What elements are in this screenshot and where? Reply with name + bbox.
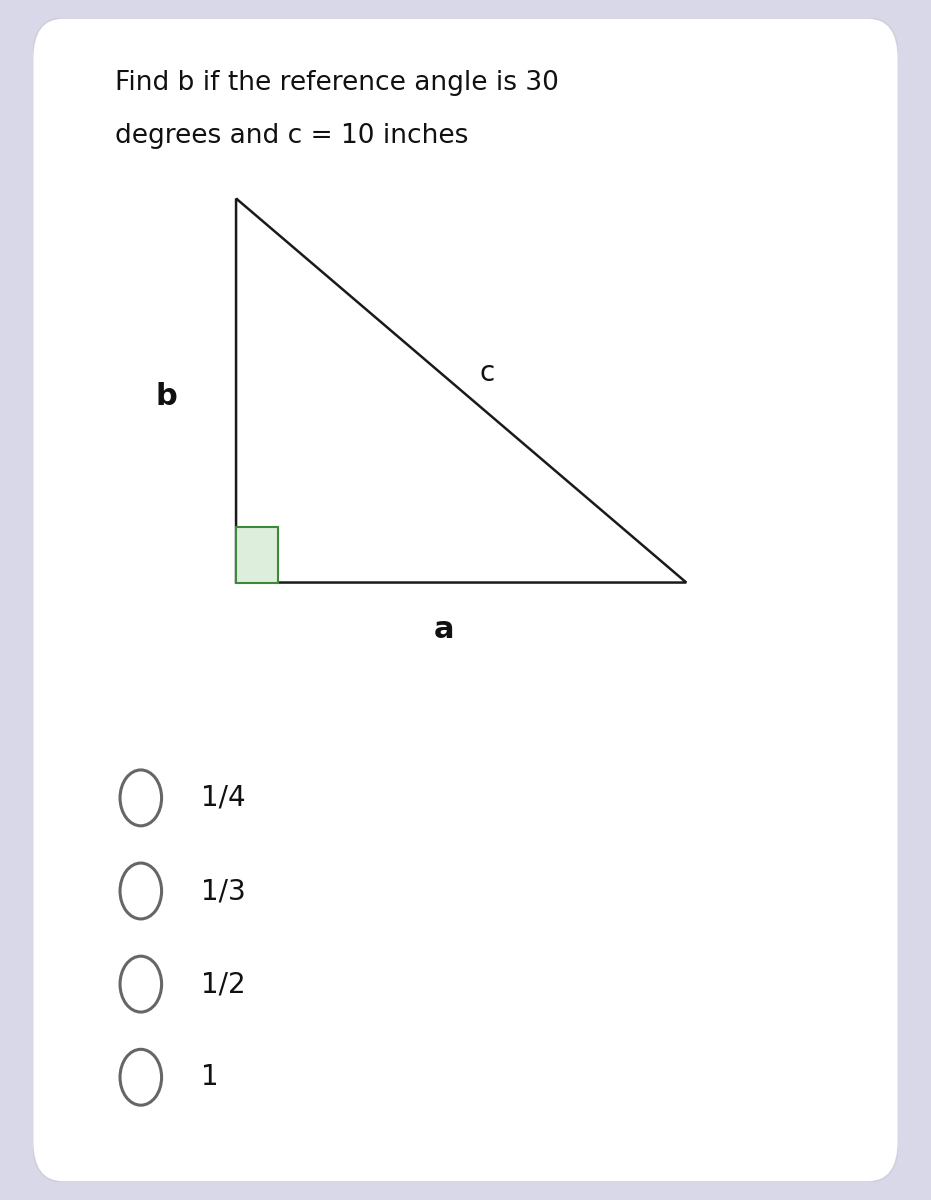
Bar [236, 527, 277, 582]
Circle shape [120, 956, 162, 1012]
Text: c: c [479, 359, 494, 388]
Circle shape [120, 1049, 162, 1105]
Text: 1/4: 1/4 [201, 784, 246, 812]
Text: a: a [434, 614, 454, 643]
Text: 1/2: 1/2 [201, 970, 246, 998]
FancyBboxPatch shape [33, 18, 898, 1182]
Circle shape [120, 863, 162, 919]
Text: degrees and c = 10 inches: degrees and c = 10 inches [115, 122, 468, 149]
Text: 1: 1 [201, 1063, 219, 1091]
Text: 1/3: 1/3 [201, 877, 246, 905]
Circle shape [120, 770, 162, 826]
Text: b: b [155, 382, 178, 410]
Text: Find b if the reference angle is 30: Find b if the reference angle is 30 [115, 71, 559, 96]
